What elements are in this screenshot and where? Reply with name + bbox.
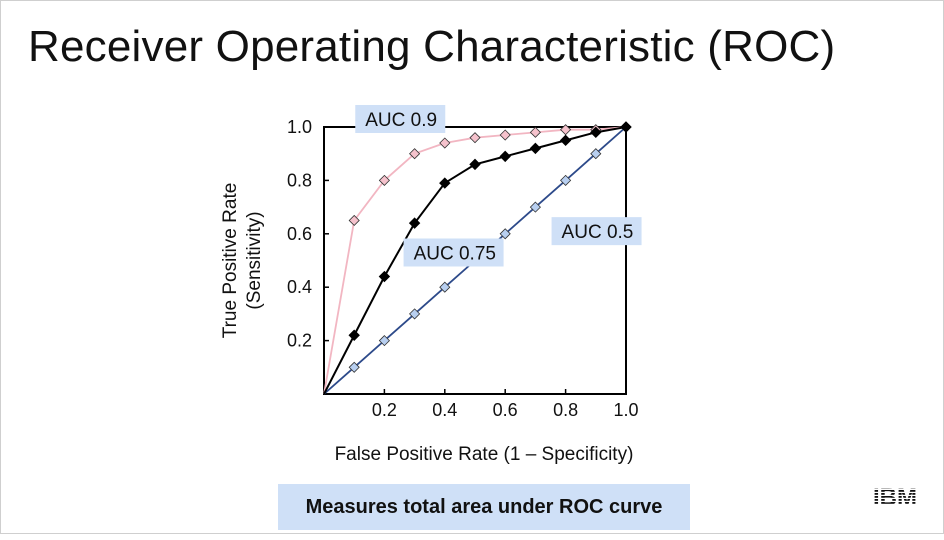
y-tick-label-0: 0.2 — [287, 331, 312, 351]
ibm-logo: IBM — [873, 484, 917, 508]
point-auc-0-75-1 — [348, 329, 360, 341]
point-auc-0-75-7 — [529, 142, 542, 155]
point-auc-0-9-1 — [348, 214, 360, 227]
point-auc-0-75-5 — [469, 158, 481, 171]
annotation-box-auc-0-75 — [403, 238, 504, 267]
x-axis-label: False Positive Rate (1 – Specificity) — [335, 444, 634, 465]
point-auc-0-5-6 — [499, 228, 511, 240]
y-tick-label-2: 0.6 — [287, 224, 312, 244]
point-auc-0-5-4 — [439, 281, 451, 293]
annotation-box-auc-0-5 — [551, 217, 642, 246]
point-auc-0-5-7 — [529, 201, 541, 213]
annotation-label-auc-0-9: AUC 0.9 — [365, 110, 437, 131]
y-tick-label-3: 0.8 — [287, 170, 312, 190]
point-auc-0-75-3 — [408, 217, 421, 229]
point-auc-0-75-4 — [439, 177, 451, 189]
x-tick-label-3: 0.8 — [553, 400, 578, 420]
point-auc-0-5-3 — [409, 308, 421, 320]
x-tick-label-2: 0.6 — [493, 400, 518, 420]
point-auc-0-9-2 — [378, 174, 390, 186]
point-auc-0-5-8 — [560, 174, 572, 186]
point-auc-0-9-4 — [439, 137, 451, 149]
point-auc-0-75-6 — [499, 150, 511, 163]
point-auc-0-75-10 — [620, 121, 632, 133]
point-auc-0-75-2 — [378, 270, 391, 283]
point-auc-0-75-9 — [590, 126, 602, 139]
point-auc-0-9-6 — [499, 129, 511, 141]
x-tick-label-4: 1.0 — [613, 400, 638, 420]
point-auc-0-75-8 — [559, 134, 572, 147]
caption-text: Measures total area under ROC curve — [305, 495, 663, 518]
point-auc-0-5-2 — [378, 335, 390, 347]
x-tick-label-0: 0.2 — [372, 400, 397, 420]
point-auc-0-5-1 — [348, 361, 360, 373]
y-axis-label: True Positive Rate (Sensitivity) — [220, 183, 265, 339]
point-auc-0-9-5 — [469, 132, 481, 144]
y-tick-label-1: 0.4 — [287, 277, 312, 297]
y-tick-label-4: 1.0 — [287, 117, 312, 137]
annotation-label-auc-0-5: AUC 0.5 — [562, 222, 634, 243]
caption-box: Measures total area under ROC curve — [278, 484, 690, 530]
point-auc-0-9-3 — [409, 148, 421, 160]
point-auc-0-5-9 — [590, 148, 602, 160]
ibm-logo-text: IBM — [873, 484, 917, 508]
point-auc-0-9-7 — [529, 126, 541, 138]
annotation-label-auc-0-75: AUC 0.75 — [414, 243, 496, 264]
slide-title: Receiver Operating Characteristic (ROC) — [28, 22, 836, 71]
x-tick-label-1: 0.4 — [432, 400, 457, 420]
annotation-box-auc-0-9 — [355, 104, 446, 133]
